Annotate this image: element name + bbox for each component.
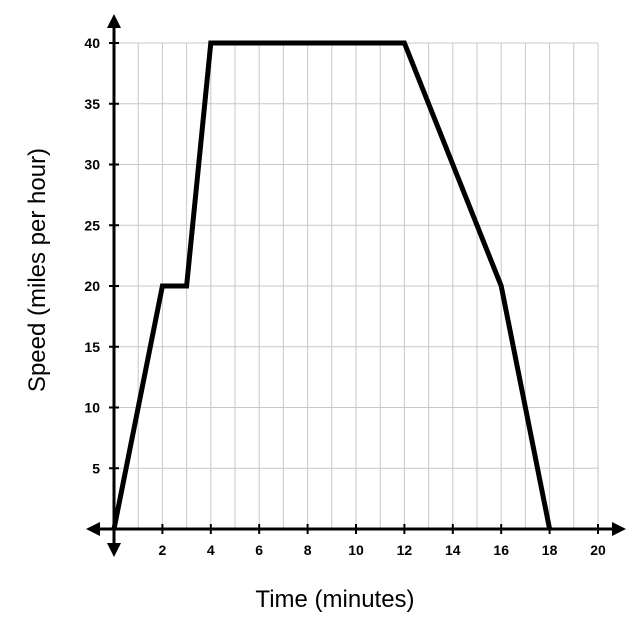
y-tick-label: 25 bbox=[84, 217, 100, 233]
y-axis-arrow-down-icon bbox=[107, 543, 121, 557]
x-axis-label: Time (minutes) bbox=[255, 586, 414, 613]
x-tick-label: 10 bbox=[348, 542, 364, 558]
x-axis-arrow-left-icon bbox=[86, 522, 100, 536]
y-tick-label: 30 bbox=[84, 157, 100, 173]
x-tick-label: 6 bbox=[255, 542, 263, 558]
x-tick-label: 2 bbox=[159, 542, 167, 558]
y-axis-label: Speed (miles per hour) bbox=[24, 148, 51, 392]
series-layer bbox=[111, 40, 553, 530]
x-tick-label: 18 bbox=[542, 542, 558, 558]
y-tick-label: 20 bbox=[84, 278, 100, 294]
y-axis-arrow-up-icon bbox=[107, 14, 121, 28]
x-tick-label: 8 bbox=[304, 542, 312, 558]
x-tick-label: 12 bbox=[397, 542, 413, 558]
x-tick-label: 14 bbox=[445, 542, 461, 558]
tick-labels: 2 4 6 8 10 12 14 16 18 20 5 10 15 20 25 30 35 40 bbox=[84, 35, 606, 558]
y-tick-label: 15 bbox=[84, 339, 100, 355]
grid bbox=[114, 42, 599, 529]
x-tick-label: 20 bbox=[590, 542, 606, 558]
y-tick-label: 40 bbox=[84, 35, 100, 51]
x-tick-label: 16 bbox=[493, 542, 509, 558]
series-line bbox=[111, 40, 553, 530]
x-tick-label: 4 bbox=[207, 542, 215, 558]
y-tick-label: 5 bbox=[92, 460, 100, 476]
y-tick-label: 35 bbox=[84, 96, 100, 112]
y-tick-label: 10 bbox=[84, 400, 100, 416]
x-axis-arrow-right-icon bbox=[612, 522, 626, 536]
